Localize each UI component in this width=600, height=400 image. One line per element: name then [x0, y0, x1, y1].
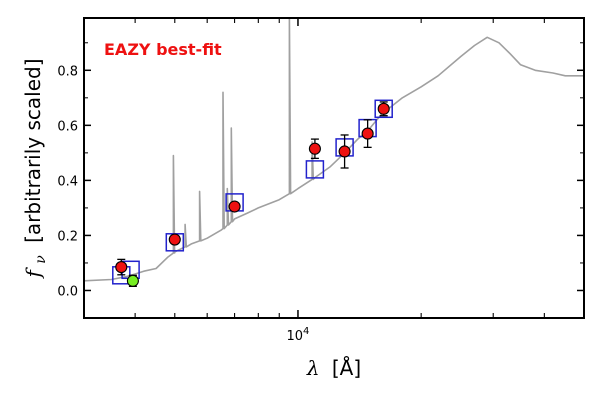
annotation-text: EAZY best-fit — [104, 40, 222, 59]
observed-flux-point — [338, 145, 351, 158]
model-flux-square — [305, 160, 325, 179]
y-axis-symbol: f — [21, 267, 45, 280]
y-axis-text: [arbitrarily scaled] — [21, 58, 45, 242]
ticks-layer: 0.0 0.2 0.4 0.6 0.8 104 — [57, 18, 584, 344]
x-tick-label: 104 — [287, 326, 310, 344]
x-axis-symbol: λ — [306, 356, 320, 380]
observed-flux-point — [308, 142, 321, 155]
observed-flux-point — [361, 127, 374, 140]
y-axis-label: f ν [arbitrarily scaled] — [21, 58, 50, 279]
plot-layer — [83, 17, 584, 287]
x-tick-exponent: 4 — [303, 326, 309, 337]
x-axis-unit: [Å] — [332, 356, 361, 380]
x-tick-base: 10 — [287, 329, 304, 344]
template-spectrum-line — [83, 17, 584, 282]
x-axis-label: λ [Å] — [306, 356, 361, 380]
y-tick-label: 0.8 — [57, 64, 78, 79]
observed-flux-point — [126, 274, 139, 287]
observed-flux-point — [168, 233, 181, 246]
observed-flux-point — [377, 102, 390, 115]
y-tick-label: 0.2 — [57, 229, 78, 244]
observed-flux-point — [228, 200, 241, 213]
y-axis-subscript: ν — [33, 255, 49, 264]
y-tick-label: 0.0 — [57, 284, 78, 299]
observed-flux-point — [115, 261, 128, 274]
axes-frame — [83, 17, 585, 319]
y-tick-label: 0.4 — [57, 174, 78, 189]
y-tick-label: 0.6 — [57, 119, 78, 134]
model-flux-square — [374, 99, 393, 119]
